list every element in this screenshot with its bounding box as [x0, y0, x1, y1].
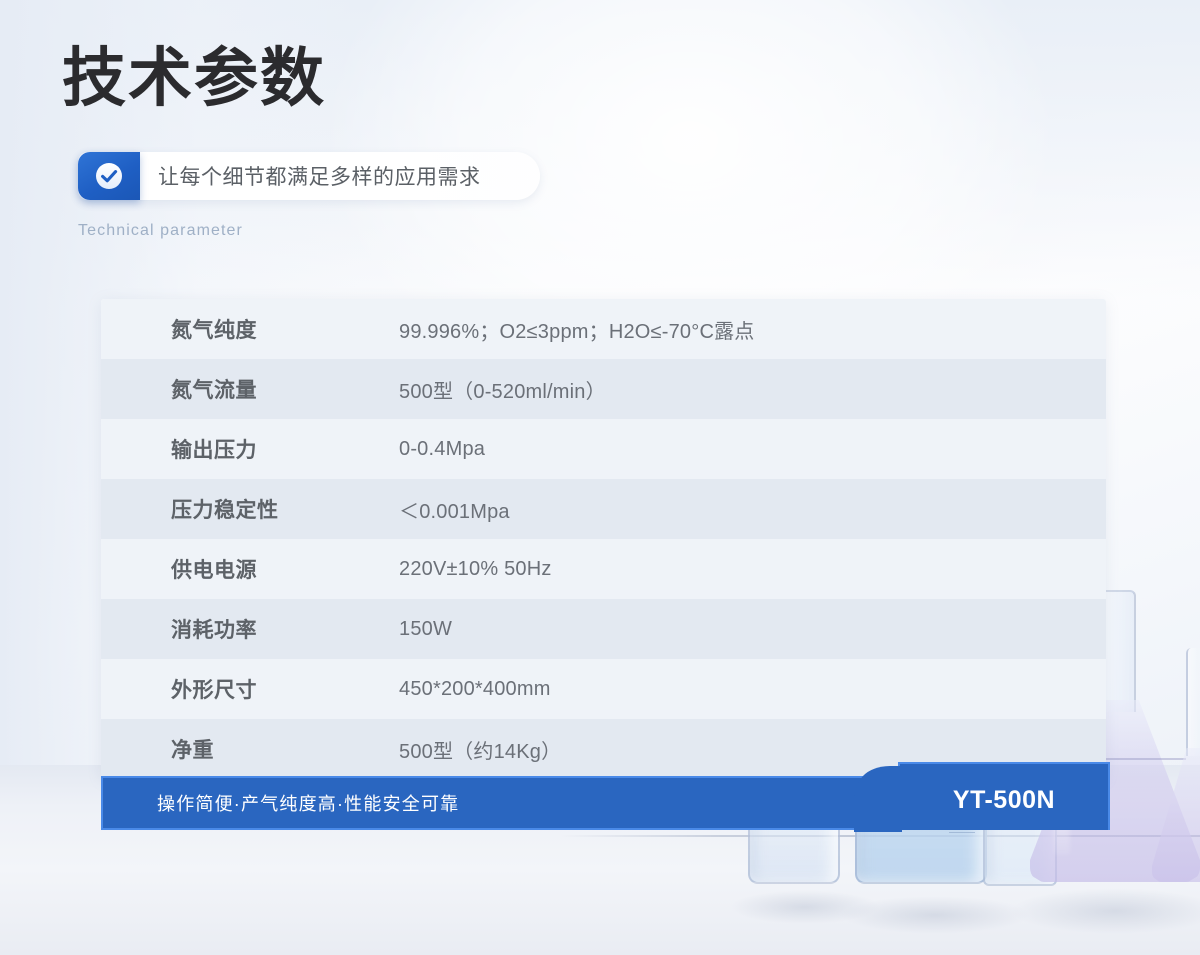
- spec-row: 氮气纯度 99.996%；O2≤3ppm；H2O≤-70°C露点: [101, 299, 1106, 359]
- spec-row: 氮气流量 500型（0-520ml/min）: [101, 359, 1106, 419]
- spec-label: 外形尺寸: [171, 679, 257, 702]
- english-subtitle: Technical parameter: [78, 222, 243, 239]
- banner-features-text: 操作简便·产气纯度高·性能安全可靠: [157, 794, 460, 814]
- spec-value: 450*200*400mm: [399, 677, 551, 700]
- spec-row: 外形尺寸 450*200*400mm: [101, 659, 1106, 719]
- spec-row: 供电电源 220V±10% 50Hz: [101, 539, 1106, 599]
- spec-label: 输出压力: [171, 439, 257, 462]
- spec-label: 氮气纯度: [171, 319, 257, 342]
- subtitle-banner: 让每个细节都满足多样的应用需求: [78, 152, 540, 200]
- spec-value: ＜0.001Mpa: [399, 500, 510, 523]
- spec-table: 氮气纯度 99.996%；O2≤3ppm；H2O≤-70°C露点氮气流量 500型（…: [101, 299, 1106, 779]
- spec-label: 氮气流量: [171, 379, 257, 402]
- spec-label: 净重: [171, 739, 214, 762]
- check-circle-icon: [78, 152, 140, 200]
- spec-value: 500型（约14Kg）: [399, 740, 562, 763]
- header: 技术参数: [62, 42, 762, 116]
- spec-row: 压力稳定性 ＜0.001Mpa: [101, 479, 1106, 539]
- spec-value: 500型（0-520ml/min）: [399, 380, 606, 403]
- spec-value: 150W: [399, 617, 453, 640]
- spec-row: 消耗功率 150W: [101, 599, 1106, 659]
- page-title: 技术参数: [62, 41, 326, 116]
- subtitle-pill-background: [78, 152, 540, 200]
- bench-horizon-line: [560, 835, 1200, 837]
- spec-value: 220V±10% 50Hz: [399, 557, 552, 580]
- spec-label: 压力稳定性: [171, 499, 279, 522]
- spec-value: 0-0.4Mpa: [399, 437, 486, 460]
- spec-value: 99.996%；O2≤3ppm；H2O≤-70°C露点: [399, 320, 755, 343]
- subtitle-text: 让每个细节都满足多样的应用需求: [158, 166, 481, 189]
- flask-neck: [1186, 648, 1200, 756]
- spec-label: 消耗功率: [171, 619, 257, 642]
- spec-row: 输出压力 0-0.4Mpa: [101, 419, 1106, 479]
- model-number: YT-500N: [952, 785, 1056, 814]
- bottom-banner: 操作简便·产气纯度高·性能安全可靠 YT-500N: [101, 762, 1110, 830]
- model-badge: YT-500N: [898, 762, 1110, 830]
- spec-label: 供电电源: [171, 559, 257, 582]
